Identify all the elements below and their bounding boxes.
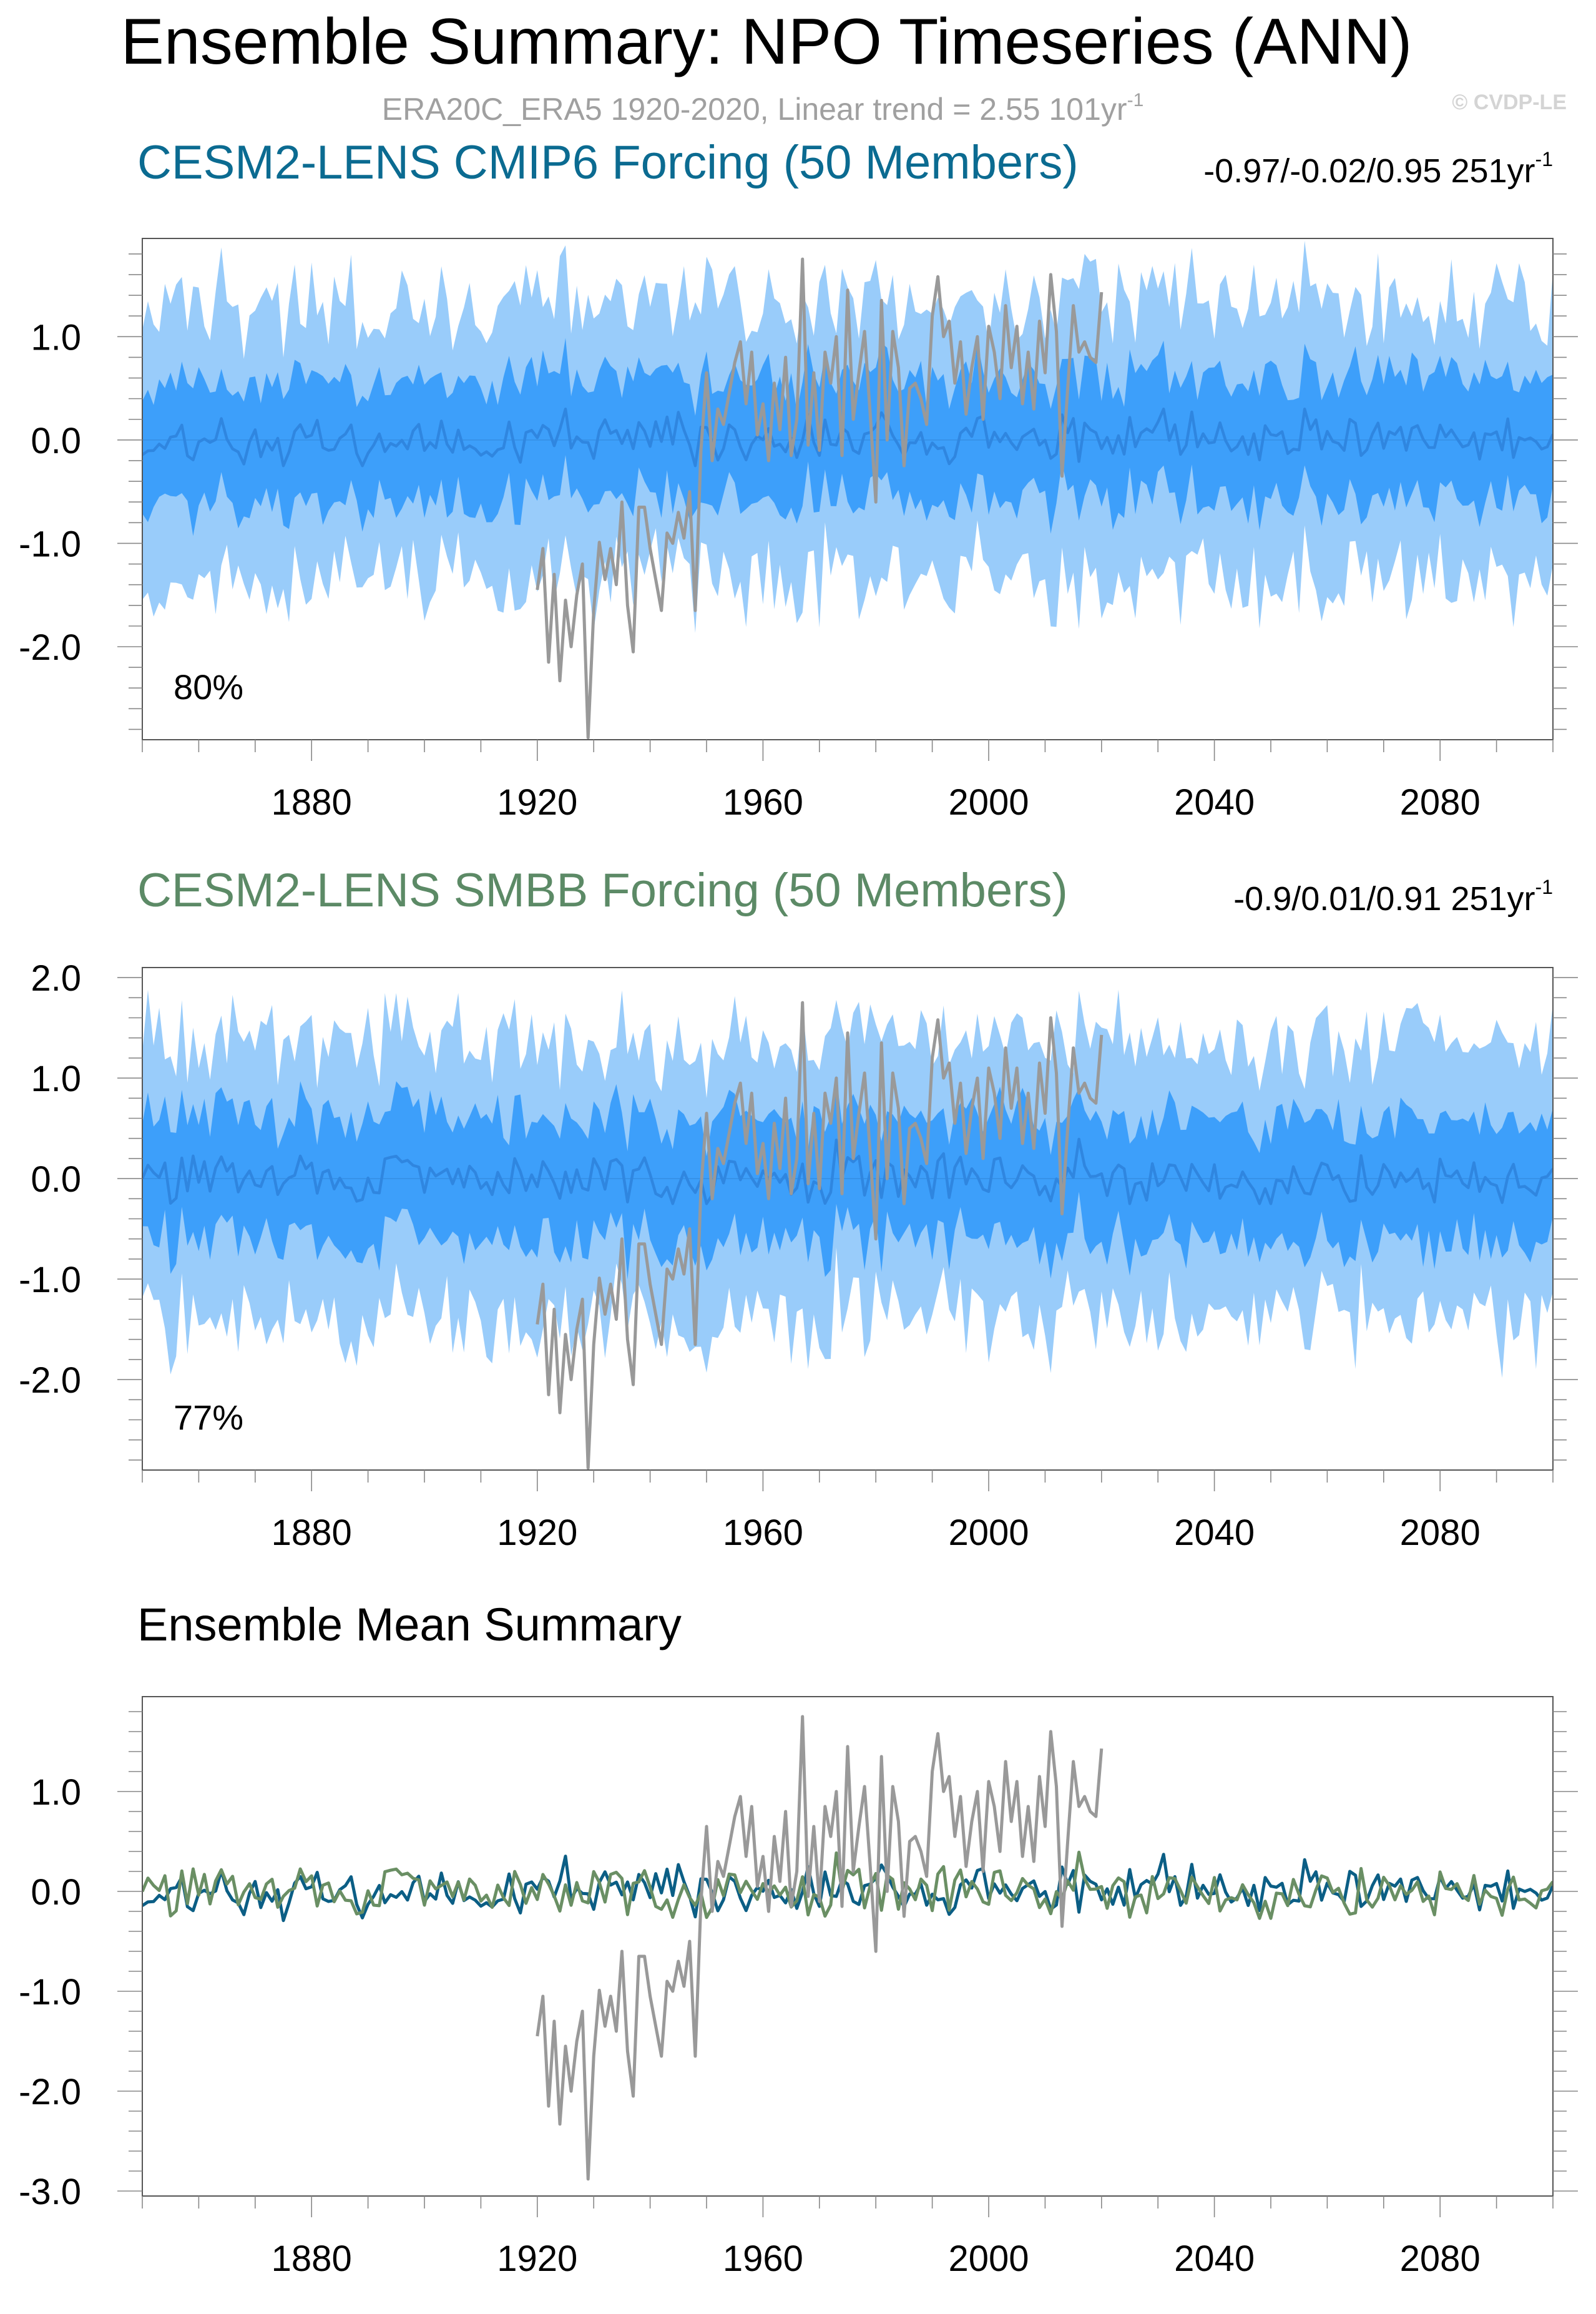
y-tick-label: 1.0 <box>31 1059 81 1099</box>
summary-smbb-mean-line <box>142 1850 1553 1920</box>
ensemble-25-75-band <box>142 1076 1553 1280</box>
y-tick-label: -2.0 <box>19 1360 81 1401</box>
y-tick-label: 1.0 <box>31 317 81 358</box>
y-tick-label: 0.0 <box>31 421 81 461</box>
panel-smbb-trend-sup: -1 <box>1535 876 1553 898</box>
plot-frame <box>142 1696 1554 2197</box>
x-tick-label: 2080 <box>1400 1512 1481 1553</box>
x-tick-label: 1920 <box>497 2238 577 2279</box>
obs-era20c-era5-line <box>536 257 1104 740</box>
y-tick-label: -1.0 <box>19 1260 81 1300</box>
y-tick-label: -2.0 <box>19 2072 81 2112</box>
ensemble-mean-line <box>142 1137 1553 1205</box>
y-tick-label: 0.0 <box>31 1872 81 1913</box>
y-tick-label: -1.0 <box>19 524 81 564</box>
panel-smbb-title: CESM2-LENS SMBB Forcing (50 Members) <box>137 864 1068 917</box>
plot-area <box>142 240 1553 740</box>
y-tick-label: -2.0 <box>19 627 81 668</box>
panel-cmip6-title: CESM2-LENS CMIP6 Forcing (50 Members) <box>137 136 1079 189</box>
panel-cmip6-trend: -0.97/-0.02/0.95 251yr-1 <box>1203 148 1553 190</box>
x-tick-label: 1880 <box>272 1512 352 1553</box>
obs-era20c-era5-line <box>536 1715 1104 2181</box>
panel-cmip6: 1880 1920 1960 2000 2040 2080 1.0 0.0 -1.0 -2.0 80… <box>19 238 1578 823</box>
x-tick-label: 2080 <box>1400 782 1481 823</box>
x-tick-label: 2040 <box>1174 2238 1255 2279</box>
y-tick-label: 2.0 <box>31 958 81 999</box>
match-percentage-label: 77% <box>174 1398 243 1437</box>
plot-area <box>142 1715 1553 2181</box>
x-tick-label: 2080 <box>1400 2238 1481 2279</box>
x-tick-label: 2000 <box>948 1512 1029 1553</box>
y-tick-label: -3.0 <box>19 2172 81 2212</box>
x-tick-label: 1960 <box>723 782 803 823</box>
x-tick-label: 2000 <box>948 2238 1029 2279</box>
obs-era20c-era5-line <box>536 1001 1104 1470</box>
panel-cmip6-trend-sup: -1 <box>1535 148 1553 170</box>
watermark: © CVDP-LE <box>1452 91 1567 114</box>
plot-area <box>142 989 1553 1470</box>
plot-frame <box>142 238 1554 740</box>
figure-subtitle-sup: -1 <box>1127 90 1144 110</box>
x-tick-label: 1920 <box>497 1512 577 1553</box>
x-tick-label: 1880 <box>272 2238 352 2279</box>
x-tick-label: 2040 <box>1174 1512 1255 1553</box>
figure-title: Ensemble Summary: NPO Timeseries (ANN) <box>121 6 1412 78</box>
y-tick-label: 0.0 <box>31 1159 81 1200</box>
panel-summary: 1880 1920 1960 2000 2040 2080 1.0 0.0 -1.0 -2.0 -3… <box>19 1696 1578 2279</box>
x-tick-label: 1880 <box>272 782 352 823</box>
panel-smbb-trend: -0.9/0.01/0.91 251yr-1 <box>1233 876 1553 918</box>
ensemble-mean-line <box>142 407 1553 468</box>
y-tick-label: -1.0 <box>19 1972 81 2012</box>
x-tick-label: 1960 <box>723 2238 803 2279</box>
panel-summary-title: Ensemble Mean Summary <box>137 1599 682 1650</box>
figure-subtitle: ERA20C_ERA5 1920-2020, Linear trend = 2.… <box>382 90 1144 127</box>
x-tick-label: 2000 <box>948 782 1029 823</box>
x-tick-label: 2040 <box>1174 782 1255 823</box>
y-tick-label: 1.0 <box>31 1772 81 1813</box>
panel-smbb: 1880 1920 1960 2000 2040 2080 2.0 1.0 0.0 -1.0 -2.… <box>19 958 1578 1553</box>
match-percentage-label: 80% <box>174 667 243 707</box>
x-tick-label: 1960 <box>723 1512 803 1553</box>
x-tick-label: 1920 <box>497 782 577 823</box>
